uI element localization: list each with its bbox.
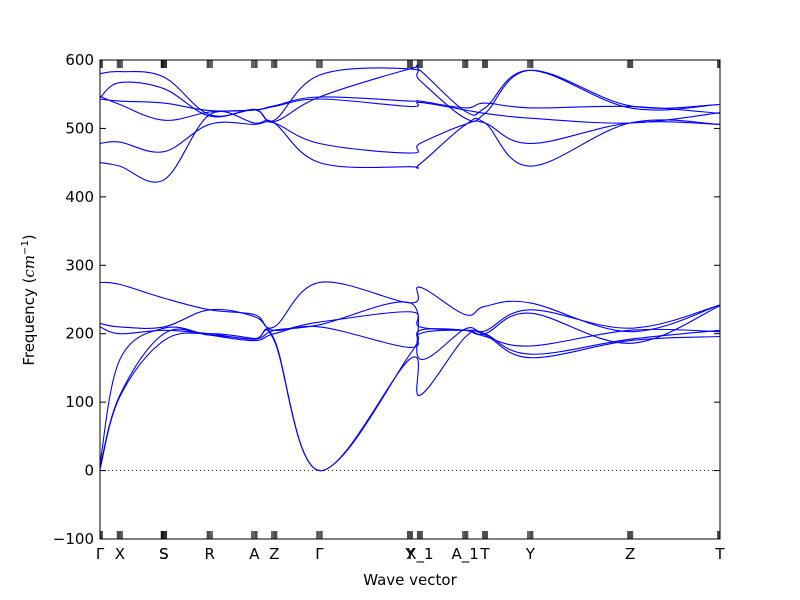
phonon-bands [99,64,721,472]
x-tick-label: X_1 [406,545,433,564]
x-tick-label: S [159,545,169,563]
plot-frame [99,59,721,540]
x-tick-label: Y [404,545,415,563]
band-line-11 [99,64,721,123]
band-line-6 [99,281,721,333]
y-axis-ticks [100,59,720,540]
band-line-9 [99,98,721,124]
y-tick-label: −100 [53,530,94,548]
y-axis-title-text: Frequency [20,288,38,366]
x-tick-label: A_1 [452,545,479,564]
band-line-7 [99,110,721,183]
y-axis-unit: cm [20,255,38,278]
x-tick-label: Z [625,545,635,563]
y-tick-label: 100 [65,393,94,411]
y-tick-label: 400 [65,188,94,206]
y-tick-label: 300 [65,256,94,274]
x-tick-label: Γ [315,545,324,563]
x-tick-label: X [115,545,125,563]
x-tick-label: T [479,545,490,563]
y-tick-label: 600 [65,51,94,69]
x-tick-label: S [159,545,169,563]
y-tick-labels: −100 0 100 200 300 400 500 600 [53,51,94,548]
x-tick-label: A [249,545,260,563]
band-line-1 [99,329,721,472]
x-tick-label: Y [525,545,536,563]
x-tick-label: Z [269,545,279,563]
y-tick-label: 200 [65,325,94,343]
band-line-8 [99,120,721,154]
x-high-symmetry-ticks [99,60,721,539]
y-tick-label: 500 [65,119,94,137]
x-tick-label: T [714,545,725,563]
x-tick-label: R [205,545,215,563]
band-line-3 [99,325,721,464]
x-tick-labels: Γ X SS R A Z Γ YX_1 A_1 T Y Z T [96,545,726,564]
band-line-2 [99,328,721,472]
band-line-5 [99,305,721,344]
band-line-12 [99,67,721,123]
band-line-4 [99,301,721,360]
y-axis-title: Frequency (cm−1) [20,234,38,365]
x-axis-title: Wave vector [363,571,457,589]
y-axis-unit-exponent: −1 [20,240,31,255]
band-line-10 [99,95,721,121]
x-tick-label: Γ [96,545,105,563]
y-tick-label: 0 [84,462,94,480]
